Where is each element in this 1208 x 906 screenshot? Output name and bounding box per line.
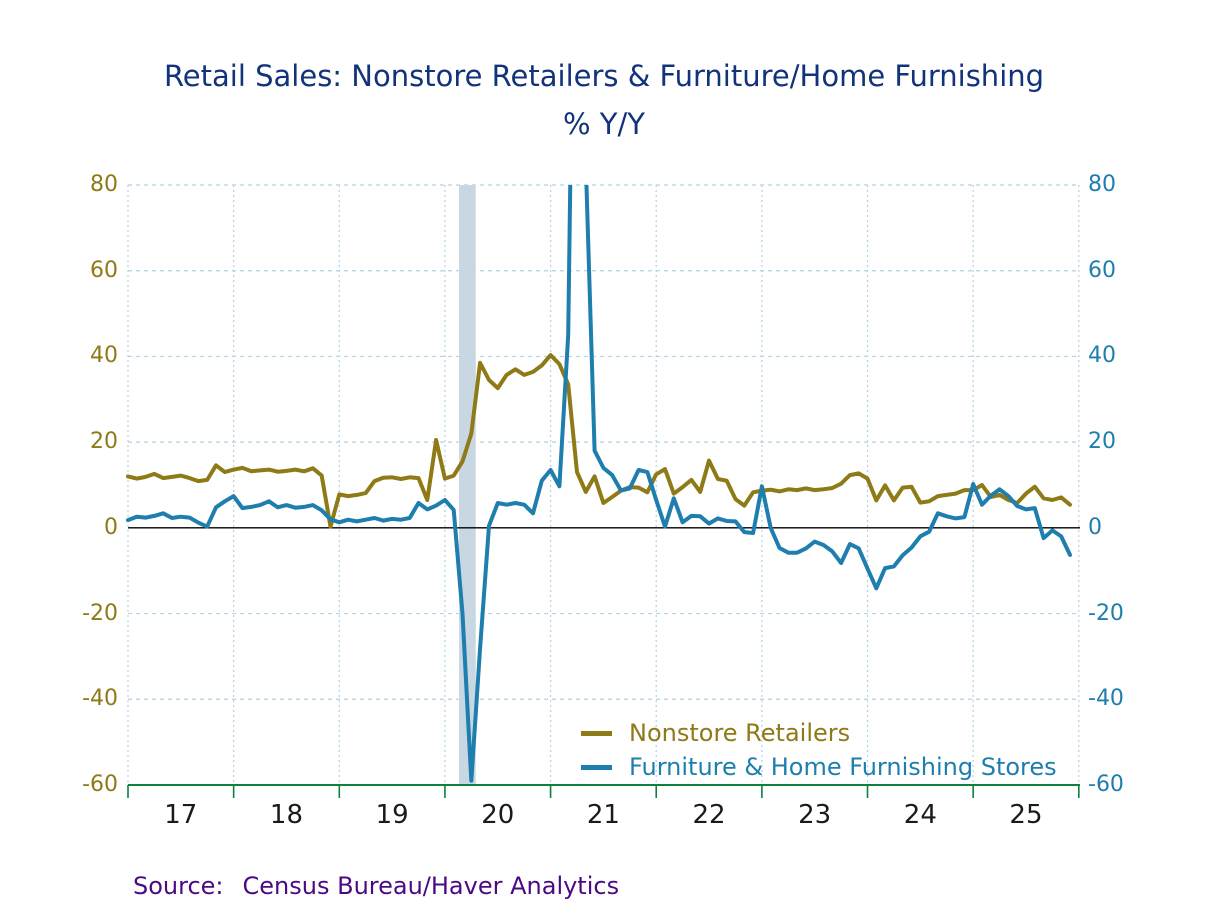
x-axis-year-label: 25: [1009, 800, 1043, 830]
x-axis-year-label: 24: [903, 800, 937, 830]
legend-item-furniture: Furniture & Home Furnishing Stores: [581, 750, 1057, 784]
y-axis-tick-label-right: -40: [1088, 686, 1124, 712]
x-axis-year-label: 20: [481, 800, 515, 830]
y-axis-tick-label-left: 40: [90, 343, 118, 369]
y-axis-tick-label-right: 20: [1088, 429, 1116, 455]
y-axis-tick-label-left: -40: [82, 686, 118, 712]
y-axis-tick-label-left: -60: [82, 772, 118, 797]
x-axis-year-label: 17: [164, 800, 198, 830]
legend-swatch-nonstore: [581, 730, 612, 736]
legend-item-nonstore: Nonstore Retailers: [581, 716, 1057, 750]
y-axis-tick-label-right: 0: [1088, 514, 1102, 540]
y-axis-tick-label-right: 40: [1088, 343, 1116, 369]
series-line-nonstore: [126, 353, 1072, 529]
source-text: Census Bureau/Haver Analytics: [242, 872, 620, 900]
legend-swatch-furniture: [581, 764, 612, 770]
y-axis-tick-label-right: 80: [1088, 172, 1116, 197]
y-axis-tick-label-right: -20: [1088, 600, 1124, 626]
x-axis-year-label: 22: [692, 800, 726, 830]
y-axis-tick-label-left: 20: [90, 429, 118, 455]
x-axis-year-label: 19: [375, 800, 409, 830]
legend-label-furniture: Furniture & Home Furnishing Stores: [629, 753, 1057, 781]
legend: Nonstore Retailers Furniture & Home Furn…: [581, 716, 1057, 784]
y-axis-tick-label-left: 60: [90, 257, 118, 283]
source-label: Source:: [133, 872, 224, 900]
y-axis-tick-label-right: 60: [1088, 257, 1116, 283]
chart-title: Retail Sales: Nonstore Retailers & Furni…: [163, 59, 1045, 93]
y-axis-tick-label-left: 0: [104, 514, 118, 540]
y-axis-tick-label-left: -20: [82, 600, 118, 626]
series-line-furniture: [126, 185, 1072, 783]
y-axis-tick-label-right: -60: [1088, 772, 1124, 797]
x-axis-year-label: 18: [269, 800, 303, 830]
chart-title-block: Retail Sales: Nonstore Retailers & Furni…: [0, 52, 1208, 148]
y-axis-tick-label-left: 80: [90, 172, 118, 197]
chart-subtitle: % Y/Y: [563, 107, 645, 141]
source-note: Source: Census Bureau/Haver Analytics: [133, 872, 619, 900]
x-axis-year-label: 23: [798, 800, 832, 830]
legend-label-nonstore: Nonstore Retailers: [629, 719, 851, 747]
x-axis-year-label: 21: [586, 800, 620, 830]
